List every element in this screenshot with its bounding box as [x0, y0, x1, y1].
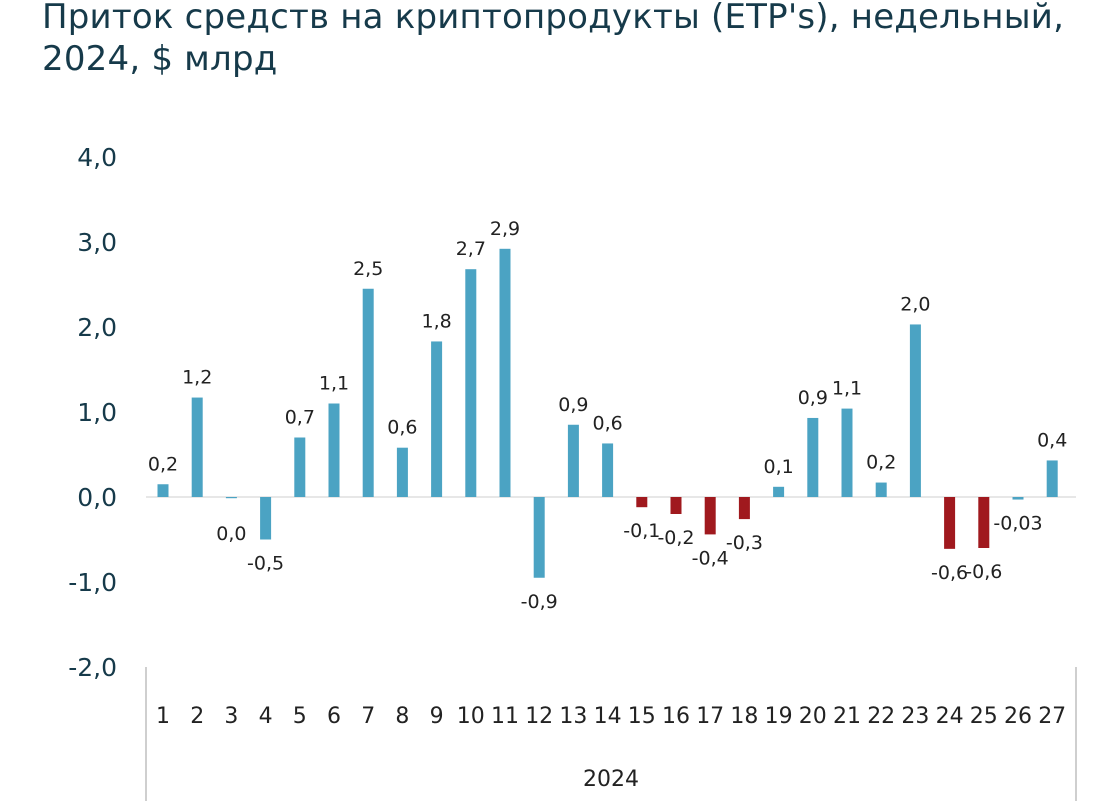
bar[interactable] [396, 447, 408, 497]
data-label: 0,0 [216, 523, 246, 545]
data-label: 0,2 [148, 453, 178, 475]
data-label: 2,5 [353, 258, 383, 280]
x-tick-label: 24 [936, 704, 964, 729]
data-label: -0,2 [657, 527, 694, 549]
bar[interactable] [294, 437, 306, 498]
x-tick-label: 4 [259, 704, 273, 729]
x-tick-label: 14 [594, 704, 622, 729]
bar[interactable] [567, 424, 579, 497]
data-label: -0,9 [521, 591, 558, 613]
bar[interactable] [978, 497, 990, 548]
data-label: 2,7 [456, 238, 486, 260]
x-tick-label: 22 [867, 704, 895, 729]
bar[interactable] [909, 324, 921, 497]
data-label: -0,6 [931, 562, 968, 584]
data-label: -0,03 [993, 513, 1042, 535]
x-tick-label: 27 [1038, 704, 1066, 729]
data-label: 0,9 [558, 394, 588, 416]
data-label: -0,3 [726, 532, 763, 554]
y-tick-label: 1,0 [77, 398, 117, 427]
bar[interactable] [807, 417, 819, 497]
x-tick-label: 12 [525, 704, 553, 729]
x-tick-label: 6 [327, 704, 341, 729]
x-tick-label: 16 [662, 704, 690, 729]
x-tick-label: 2 [190, 704, 204, 729]
y-tick-label: -1,0 [68, 568, 117, 597]
data-label: 2,0 [900, 293, 930, 315]
bar[interactable] [328, 403, 340, 498]
bar[interactable] [362, 288, 374, 497]
x-tick-label: 9 [430, 704, 444, 729]
bar[interactable] [773, 486, 785, 497]
x-tick-label: 7 [361, 704, 375, 729]
data-label: 0,7 [285, 407, 315, 429]
x-tick-label: 23 [901, 704, 929, 729]
y-tick-label: 3,0 [77, 228, 117, 257]
x-tick-label: 25 [970, 704, 998, 729]
data-label: -0,6 [965, 561, 1002, 583]
data-label: -0,5 [247, 553, 284, 575]
x-tick-label: 10 [457, 704, 485, 729]
x-tick-label: 3 [224, 704, 238, 729]
bar[interactable] [191, 397, 203, 497]
y-tick-label: -2,0 [68, 653, 117, 682]
x-tick-label: 18 [730, 704, 758, 729]
data-label: -0,1 [623, 520, 660, 542]
x-tick-label: 19 [765, 704, 793, 729]
x-tick-label: 15 [628, 704, 656, 729]
bar[interactable] [260, 497, 272, 540]
chart-title: Приток средств на криптопродукты (ETP's)… [42, 0, 1065, 79]
bar[interactable] [225, 497, 237, 499]
y-tick-label: 4,0 [77, 143, 117, 172]
data-label: 0,4 [1037, 429, 1067, 451]
bar[interactable] [944, 497, 956, 549]
x-tick-label: 26 [1004, 704, 1032, 729]
bar[interactable] [670, 497, 682, 514]
data-label: -0,4 [692, 547, 729, 569]
bar[interactable] [602, 443, 614, 497]
data-label: 2,9 [490, 218, 520, 240]
bar[interactable] [499, 248, 511, 497]
data-label: 0,2 [866, 452, 896, 474]
bar[interactable] [704, 497, 716, 535]
bar[interactable] [465, 269, 477, 497]
bar[interactable] [431, 341, 443, 497]
x-tick-label: 8 [395, 704, 409, 729]
y-tick-label: 2,0 [77, 313, 117, 342]
bar[interactable] [533, 497, 545, 578]
bar[interactable] [636, 497, 648, 508]
bar[interactable] [1012, 497, 1024, 500]
bar[interactable] [157, 484, 169, 497]
x-tick-label: 1 [156, 704, 170, 729]
x-tick-label: 17 [696, 704, 724, 729]
bar[interactable] [841, 408, 853, 497]
x-tick-label: 13 [559, 704, 587, 729]
bar[interactable] [875, 482, 887, 497]
data-label: 0,6 [592, 412, 622, 434]
data-label: 0,9 [798, 387, 828, 409]
data-label: 1,2 [182, 367, 212, 389]
data-label: 1,1 [832, 378, 862, 400]
bar[interactable] [1046, 460, 1058, 497]
x-tick-label: 5 [293, 704, 307, 729]
x-axis-title: 2024 [583, 767, 639, 792]
data-label: 1,8 [421, 310, 451, 332]
x-tick-label: 20 [799, 704, 827, 729]
data-label: 0,1 [763, 456, 793, 478]
y-tick-label: 0,0 [77, 483, 117, 512]
bar[interactable] [738, 497, 750, 520]
data-label: 0,6 [387, 417, 417, 439]
x-tick-label: 21 [833, 704, 861, 729]
x-tick-label: 11 [491, 704, 519, 729]
data-label: 1,1 [319, 373, 349, 395]
